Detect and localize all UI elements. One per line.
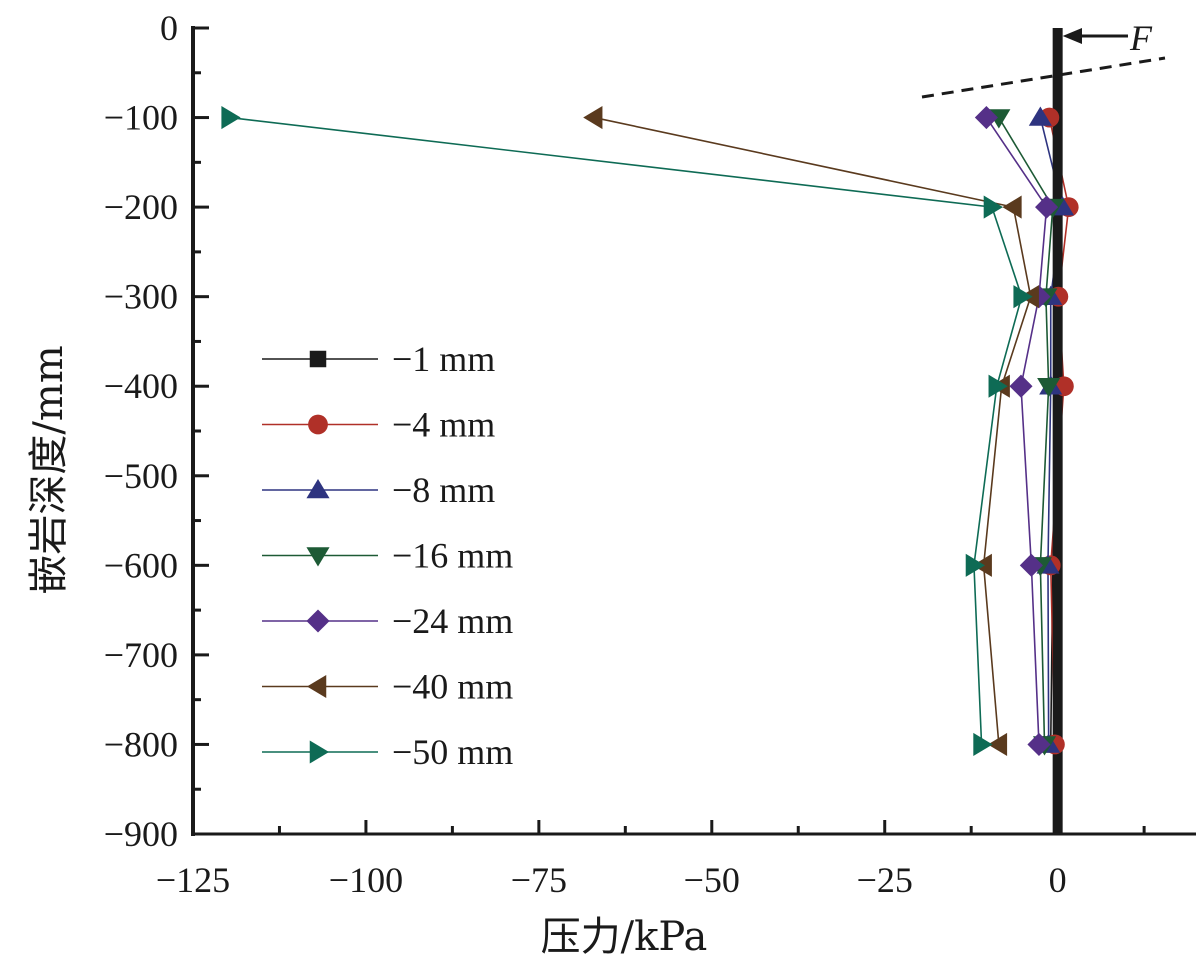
rock-surface-dashed-line: [921, 56, 1166, 99]
legend-label: −50 mm: [392, 732, 513, 772]
data-point-triangle-right: [965, 553, 985, 577]
data-point-triangle-right: [1013, 285, 1033, 309]
data-point-triangle-left: [583, 106, 603, 130]
legend-item: −4 mm: [262, 405, 495, 445]
data-point-diamond: [1009, 374, 1033, 398]
legend-label: −16 mm: [392, 536, 513, 576]
legend-item: −1 mm: [262, 339, 495, 379]
data-point-triangle-down: [1037, 377, 1061, 398]
legend-marker-circle-icon: [308, 414, 328, 435]
x-axis-title: 压力/kPa: [541, 914, 708, 960]
legend-item: −8 mm: [262, 470, 495, 510]
data-point-triangle-left: [1002, 195, 1022, 219]
legend-item: −24 mm: [262, 601, 513, 641]
y-tick-label: −200: [104, 187, 178, 227]
legend-label: −40 mm: [392, 667, 513, 707]
pile-annotation: [921, 28, 1166, 834]
y-axis-title: 嵌岩深度/mm: [26, 345, 72, 594]
force-label: F: [1129, 18, 1153, 58]
data-point-triangle-up: [1028, 106, 1052, 126]
y-tick-label: −400: [104, 366, 178, 406]
legend-label: −4 mm: [392, 405, 495, 445]
data-point-diamond: [1019, 553, 1043, 577]
axes: [191, 26, 1196, 836]
data-point-diamond: [1035, 195, 1059, 219]
x-tick-label: 0: [1049, 860, 1067, 900]
y-tick-label: −300: [104, 277, 178, 317]
x-tick-label: −100: [329, 860, 403, 900]
y-tick-label: −500: [104, 456, 178, 496]
force-arrow-head-icon: [1062, 28, 1082, 44]
legend-label: −8 mm: [392, 470, 495, 510]
x-tick-label: −25: [857, 860, 913, 900]
data-point-triangle-right: [988, 374, 1008, 398]
series-line-5: [594, 116, 1032, 745]
data-point-triangle-right: [983, 195, 1003, 219]
x-tick-label: −75: [511, 860, 567, 900]
x-tick-label: −125: [156, 860, 230, 900]
legend-marker-square-icon: [309, 350, 327, 368]
legend-marker-triangle-right-icon: [309, 740, 329, 764]
data-point-triangle-left: [987, 732, 1008, 756]
y-axis-ticks: 0 −100 −200 −300 −400 −500 −600 −700 −800 −900: [104, 8, 209, 854]
legend-marker-triangle-up-icon: [306, 479, 330, 499]
series-markers: [221, 106, 1079, 756]
legend-marker-diamond-icon: [306, 609, 330, 633]
legend-item: −16 mm: [262, 536, 513, 576]
legend-label: −24 mm: [392, 601, 513, 641]
y-tick-label: −800: [104, 724, 178, 764]
legend-marker-triangle-left-icon: [307, 674, 327, 699]
y-tick-label: −700: [104, 635, 178, 675]
series-line-4: [985, 117, 1048, 745]
data-point-triangle-right: [221, 106, 241, 130]
series-line-3: [998, 117, 1054, 745]
legend-item: −40 mm: [262, 667, 513, 707]
legend-marker-triangle-down-icon: [306, 547, 330, 567]
series-line-6: [229, 116, 1023, 745]
legend-label: −1 mm: [392, 339, 495, 379]
x-axis-ticks: −125 −100 −75 −50 −25 0: [156, 820, 1146, 900]
y-tick-label: −900: [104, 814, 178, 854]
legend: −1 mm −4 mm −8 mm −16 mm −24 mm −40 mm −50 mm: [262, 339, 513, 772]
y-tick-label: −600: [104, 545, 178, 585]
series-lines: [229, 116, 1070, 745]
data-point-diamond: [1027, 732, 1051, 756]
data-point-triangle-right: [973, 732, 993, 756]
pile-bar: [1052, 28, 1063, 834]
data-point-diamond: [974, 106, 998, 130]
legend-item: −50 mm: [262, 732, 513, 772]
y-tick-label: 0: [160, 8, 178, 48]
x-tick-label: −50: [684, 860, 740, 900]
y-tick-label: −100: [104, 98, 178, 138]
